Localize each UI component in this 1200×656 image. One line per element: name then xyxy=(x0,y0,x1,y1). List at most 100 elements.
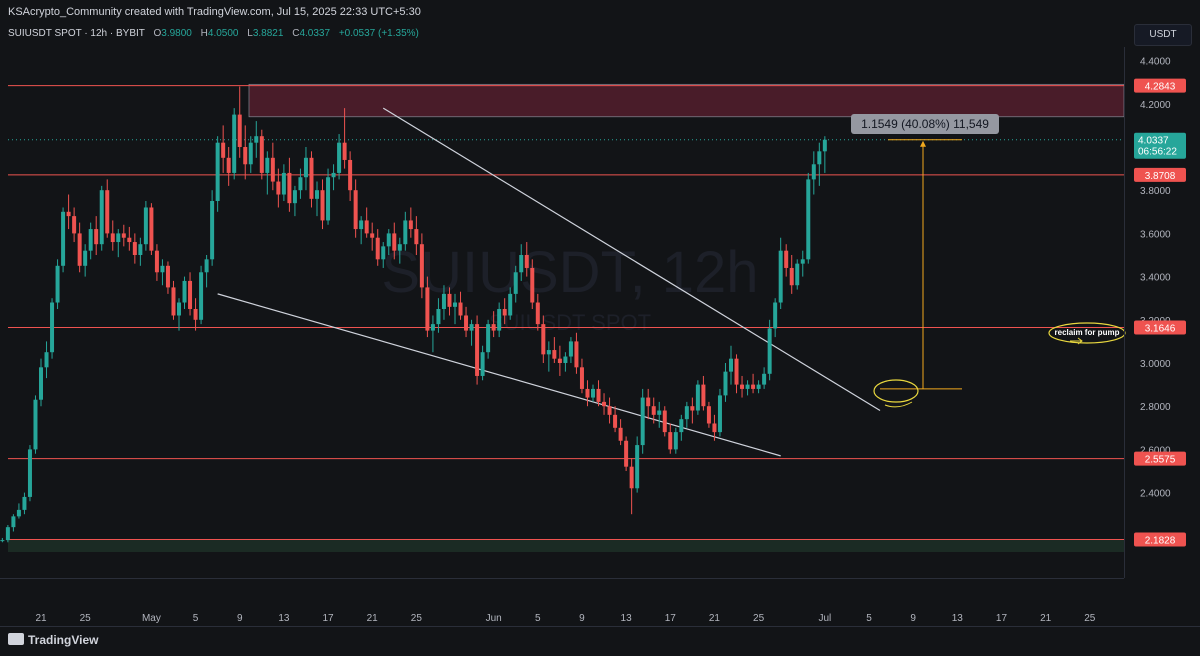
candle-body[interactable] xyxy=(662,410,667,433)
candle-body[interactable] xyxy=(635,445,640,489)
candle-body[interactable] xyxy=(270,157,275,182)
candle-body[interactable] xyxy=(121,233,126,238)
candle-body[interactable] xyxy=(441,293,446,309)
candle-body[interactable] xyxy=(292,190,297,204)
candle-body[interactable] xyxy=(723,371,728,396)
candle-body[interactable] xyxy=(33,399,38,450)
time-axis[interactable] xyxy=(0,578,1124,607)
candle-body[interactable] xyxy=(706,406,711,424)
price-level-badge[interactable] xyxy=(1134,78,1186,93)
candle-body[interactable] xyxy=(756,384,761,389)
candle-body[interactable] xyxy=(154,250,159,273)
candle-body[interactable] xyxy=(320,190,325,221)
candle-body[interactable] xyxy=(210,201,215,260)
candle-body[interactable] xyxy=(326,177,331,221)
candle-body[interactable] xyxy=(425,287,430,331)
candle-body[interactable] xyxy=(232,114,237,173)
candle-body[interactable] xyxy=(337,142,342,173)
candle-body[interactable] xyxy=(83,250,88,266)
candle-body[interactable] xyxy=(795,263,800,286)
candle-body[interactable] xyxy=(199,272,204,320)
candle-body[interactable] xyxy=(99,190,104,245)
candle-body[interactable] xyxy=(513,272,518,294)
consolidation-circle[interactable] xyxy=(873,379,919,403)
candle-body[interactable] xyxy=(276,181,281,195)
candle-body[interactable] xyxy=(613,414,618,428)
currency-unit-button[interactable]: USDT xyxy=(1134,24,1192,46)
price-level-badge[interactable] xyxy=(1134,167,1186,182)
candle-body[interactable] xyxy=(469,324,474,331)
candle-body[interactable] xyxy=(629,466,634,489)
candle-body[interactable] xyxy=(679,419,684,433)
candle-body[interactable] xyxy=(740,384,745,389)
candle-body[interactable] xyxy=(568,341,573,357)
price-level-badge[interactable] xyxy=(1134,320,1186,335)
candle-body[interactable] xyxy=(552,350,557,359)
candle-body[interactable] xyxy=(585,388,590,398)
candle-body[interactable] xyxy=(177,302,181,316)
candle-body[interactable] xyxy=(44,352,49,368)
candle-body[interactable] xyxy=(221,142,226,158)
candle-body[interactable] xyxy=(436,309,441,325)
candle-body[interactable] xyxy=(72,216,77,234)
candle-body[interactable] xyxy=(105,190,110,234)
candle-body[interactable] xyxy=(717,395,722,433)
candle-body[interactable] xyxy=(188,280,193,309)
candle-body[interactable] xyxy=(767,328,772,374)
candle-body[interactable] xyxy=(50,302,55,353)
candle-body[interactable] xyxy=(254,136,259,143)
candle-body[interactable] xyxy=(265,157,270,173)
candle-body[interactable] xyxy=(624,440,629,467)
candle-body[interactable] xyxy=(281,172,286,195)
candle-body[interactable] xyxy=(734,358,739,385)
candle-body[interactable] xyxy=(419,244,424,288)
candle-body[interactable] xyxy=(684,406,689,420)
candle-body[interactable] xyxy=(149,207,154,251)
candle-body[interactable] xyxy=(657,410,662,415)
candle-body[interactable] xyxy=(132,242,137,255)
candle-body[interactable] xyxy=(784,250,789,268)
candle-body[interactable] xyxy=(618,427,623,441)
candle-body[interactable] xyxy=(607,406,612,415)
candle-body[interactable] xyxy=(127,237,132,243)
candle-body[interactable] xyxy=(248,142,253,165)
candle-body[interactable] xyxy=(16,509,21,517)
candle-body[interactable] xyxy=(27,449,32,497)
candle-body[interactable] xyxy=(524,255,529,268)
candle-body[interactable] xyxy=(497,309,502,331)
candle-body[interactable] xyxy=(508,293,513,316)
candle-body[interactable] xyxy=(695,384,700,411)
candle-body[interactable] xyxy=(226,157,231,173)
resistance-zone[interactable] xyxy=(248,83,1125,118)
candle-body[interactable] xyxy=(94,229,99,245)
candle-body[interactable] xyxy=(458,302,463,316)
candle-body[interactable] xyxy=(541,324,546,355)
candle-body[interactable] xyxy=(403,220,408,245)
candle-body[interactable] xyxy=(204,259,209,273)
candle-body[interactable] xyxy=(690,406,695,411)
candle-body[interactable] xyxy=(800,259,805,264)
candle-body[interactable] xyxy=(375,237,380,260)
candle-body[interactable] xyxy=(502,309,507,316)
candle-body[interactable] xyxy=(353,190,358,230)
candle-body[interactable] xyxy=(535,302,540,325)
candle-body[interactable] xyxy=(773,302,778,329)
price-axis[interactable] xyxy=(1124,47,1200,578)
candle-body[interactable] xyxy=(171,287,176,316)
candle-body[interactable] xyxy=(546,350,551,355)
candle-body[interactable] xyxy=(668,432,673,450)
candle-body[interactable] xyxy=(453,302,457,307)
candle-body[interactable] xyxy=(563,356,568,363)
candle-body[interactable] xyxy=(237,114,242,147)
candle-body[interactable] xyxy=(557,358,562,363)
price-level-badge[interactable] xyxy=(1134,532,1186,547)
candle-body[interactable] xyxy=(348,159,353,191)
candle-body[interactable] xyxy=(88,229,93,251)
candle-body[interactable] xyxy=(778,250,783,303)
candle-body[interactable] xyxy=(215,142,220,201)
candle-body[interactable] xyxy=(39,367,43,400)
candle-body[interactable] xyxy=(143,207,148,245)
candle-body[interactable] xyxy=(138,244,143,255)
candle-body[interactable] xyxy=(0,540,5,542)
candle-body[interactable] xyxy=(447,293,452,307)
